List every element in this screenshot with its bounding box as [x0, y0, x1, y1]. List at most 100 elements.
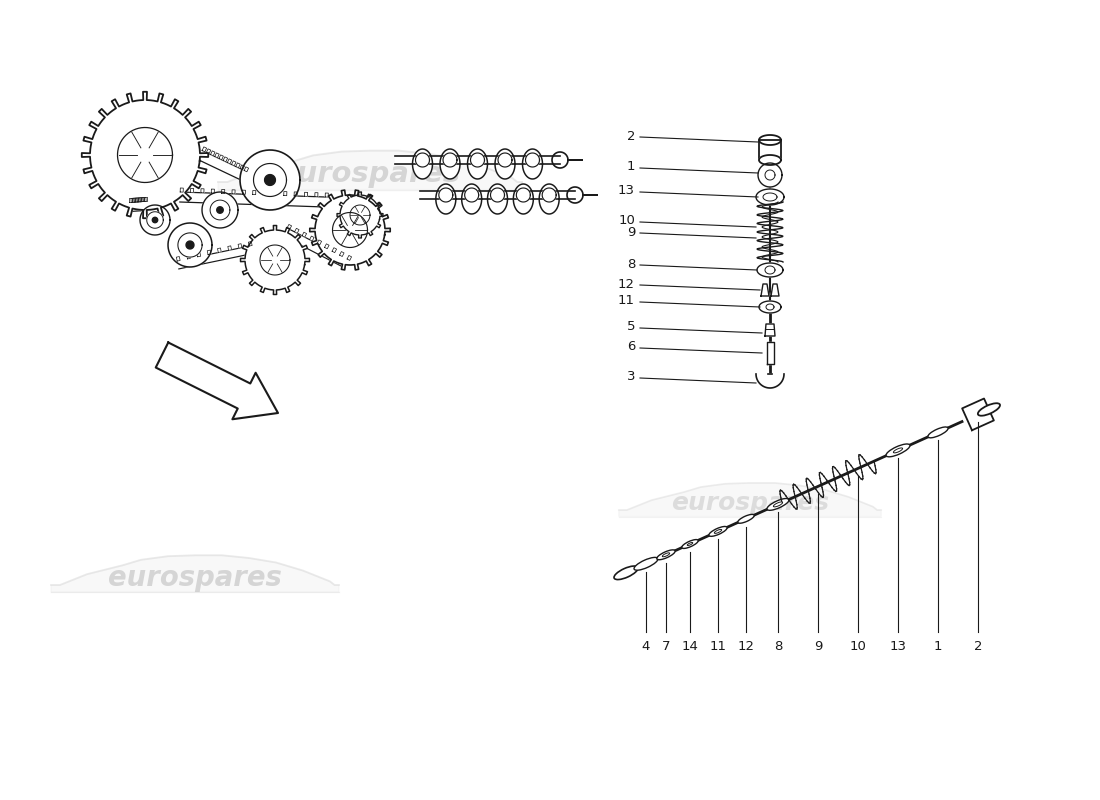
Polygon shape — [337, 192, 383, 238]
Polygon shape — [471, 153, 484, 167]
Polygon shape — [767, 342, 773, 364]
Text: eurospares: eurospares — [671, 491, 829, 515]
Polygon shape — [228, 159, 232, 164]
Polygon shape — [240, 165, 244, 170]
Polygon shape — [287, 225, 292, 230]
Polygon shape — [177, 246, 251, 269]
Polygon shape — [759, 301, 781, 313]
Polygon shape — [81, 92, 208, 218]
Polygon shape — [309, 236, 315, 241]
Polygon shape — [416, 153, 429, 167]
Polygon shape — [552, 152, 568, 168]
Text: 13: 13 — [890, 640, 906, 653]
Polygon shape — [235, 163, 240, 168]
Polygon shape — [526, 153, 539, 167]
Ellipse shape — [634, 558, 658, 570]
Polygon shape — [221, 190, 224, 194]
Polygon shape — [516, 188, 530, 202]
Polygon shape — [332, 248, 337, 253]
Text: 5: 5 — [627, 321, 635, 334]
Polygon shape — [253, 190, 256, 194]
Polygon shape — [295, 228, 299, 234]
Polygon shape — [260, 245, 290, 275]
Polygon shape — [302, 232, 307, 237]
Polygon shape — [168, 223, 212, 267]
Polygon shape — [539, 184, 559, 214]
Polygon shape — [757, 263, 783, 277]
Polygon shape — [758, 163, 782, 187]
Polygon shape — [310, 190, 390, 270]
Polygon shape — [231, 161, 236, 166]
Polygon shape — [142, 198, 145, 202]
Polygon shape — [207, 250, 211, 254]
Polygon shape — [130, 198, 133, 202]
Polygon shape — [462, 184, 482, 214]
Ellipse shape — [708, 526, 727, 536]
Text: 13: 13 — [618, 185, 635, 198]
Polygon shape — [238, 244, 242, 248]
Polygon shape — [180, 188, 184, 192]
Text: 8: 8 — [773, 640, 782, 653]
Polygon shape — [332, 213, 367, 247]
Ellipse shape — [928, 427, 948, 438]
Polygon shape — [498, 153, 512, 167]
Polygon shape — [436, 184, 455, 214]
Polygon shape — [187, 254, 190, 259]
Text: 9: 9 — [627, 226, 635, 238]
Polygon shape — [443, 153, 456, 167]
Polygon shape — [487, 184, 507, 214]
Text: 12: 12 — [737, 640, 755, 653]
Polygon shape — [217, 206, 223, 214]
Polygon shape — [51, 555, 339, 592]
Polygon shape — [350, 205, 370, 225]
Polygon shape — [241, 226, 309, 294]
Ellipse shape — [767, 498, 789, 510]
Polygon shape — [759, 140, 781, 160]
Polygon shape — [131, 198, 134, 202]
Polygon shape — [140, 205, 170, 235]
Polygon shape — [146, 212, 163, 228]
Polygon shape — [201, 189, 203, 193]
Polygon shape — [211, 189, 215, 193]
Text: 10: 10 — [618, 214, 635, 227]
Polygon shape — [228, 246, 231, 250]
Ellipse shape — [978, 403, 1000, 416]
Polygon shape — [763, 193, 777, 201]
Ellipse shape — [657, 550, 675, 560]
Ellipse shape — [773, 502, 782, 507]
Polygon shape — [190, 188, 194, 193]
Polygon shape — [179, 192, 326, 207]
Polygon shape — [962, 398, 994, 430]
Text: 4: 4 — [641, 640, 650, 653]
Ellipse shape — [893, 448, 903, 453]
Polygon shape — [214, 153, 219, 158]
Ellipse shape — [688, 542, 693, 546]
Polygon shape — [265, 174, 275, 186]
Polygon shape — [440, 149, 460, 179]
Polygon shape — [202, 192, 238, 228]
Polygon shape — [135, 198, 139, 202]
Polygon shape — [412, 149, 432, 179]
Polygon shape — [326, 193, 328, 197]
Polygon shape — [143, 198, 146, 202]
Polygon shape — [756, 189, 784, 205]
Polygon shape — [178, 233, 202, 257]
Polygon shape — [118, 127, 173, 182]
Text: 2: 2 — [627, 130, 635, 142]
Polygon shape — [395, 156, 560, 164]
Polygon shape — [242, 190, 245, 194]
Polygon shape — [294, 192, 297, 196]
Polygon shape — [566, 187, 583, 203]
Polygon shape — [766, 304, 774, 310]
Polygon shape — [202, 147, 207, 152]
Polygon shape — [144, 198, 147, 202]
Ellipse shape — [682, 539, 698, 549]
Polygon shape — [324, 244, 329, 249]
Polygon shape — [756, 374, 784, 388]
Polygon shape — [317, 240, 321, 245]
Polygon shape — [284, 191, 287, 196]
Polygon shape — [176, 257, 180, 261]
Polygon shape — [464, 188, 478, 202]
Polygon shape — [130, 202, 145, 211]
Text: 8: 8 — [627, 258, 635, 270]
